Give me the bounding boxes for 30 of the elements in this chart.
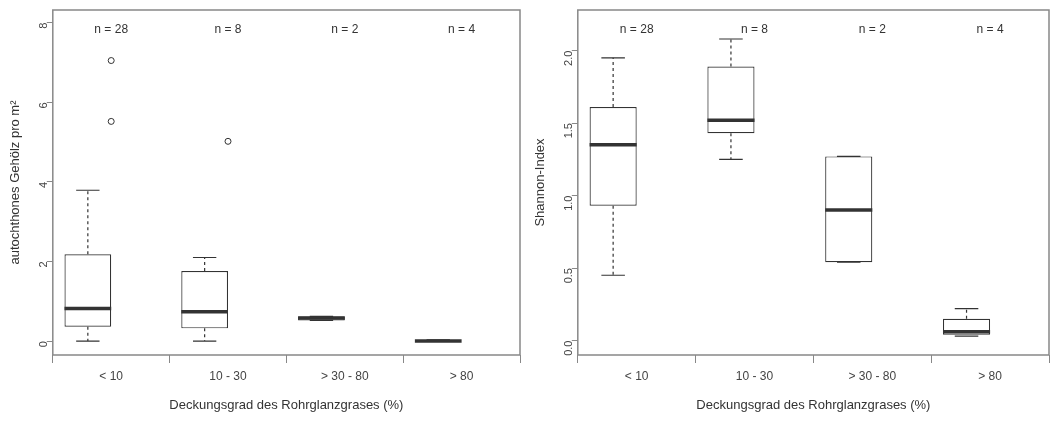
y-tick-label: 0 bbox=[36, 341, 49, 348]
x-tick-label: > 30 - 80 bbox=[848, 368, 897, 383]
y-axis-title: autochthones Gehölz pro m² bbox=[7, 99, 23, 265]
y-tick-label: 0.0 bbox=[561, 340, 574, 356]
annotation: n = 28 bbox=[619, 22, 654, 37]
annotation: n = 8 bbox=[740, 22, 769, 37]
y-tick-label: 0.5 bbox=[561, 268, 574, 284]
annotation: n = 28 bbox=[94, 22, 129, 37]
x-tick-label: > 80 bbox=[978, 368, 1003, 383]
y-tick-label: 4 bbox=[36, 181, 49, 189]
x-tick-label: > 30 - 80 bbox=[320, 368, 369, 383]
annotation: n = 4 bbox=[448, 22, 476, 37]
y-axis-title: Shannon-Index bbox=[532, 137, 548, 227]
x-axis-title: Deckungsgrad des Rohrglanzgrases (%) bbox=[169, 396, 404, 412]
x-tick-label: 10 - 30 bbox=[209, 368, 248, 383]
y-tick-label: 1.5 bbox=[561, 123, 574, 139]
y-tick-label: 2 bbox=[36, 261, 49, 268]
x-axis-title: Deckungsgrad des Rohrglanzgrases (%) bbox=[696, 396, 931, 412]
annotation: n = 8 bbox=[214, 22, 242, 37]
x-tick-label: 10 - 30 bbox=[735, 368, 774, 383]
annotation: n = 2 bbox=[331, 22, 359, 37]
y-tick-label: 6 bbox=[36, 102, 49, 109]
x-tick-label: > 80 bbox=[449, 368, 474, 383]
x-tick-label: < 10 bbox=[99, 368, 124, 383]
annotation: n = 4 bbox=[976, 22, 1004, 37]
y-tick-label: 2.0 bbox=[561, 50, 574, 66]
y-tick-label: 1.0 bbox=[561, 195, 574, 211]
y-tick-label: 8 bbox=[36, 22, 49, 29]
x-tick-label: < 10 bbox=[624, 368, 649, 383]
annotation: n = 2 bbox=[858, 22, 887, 37]
